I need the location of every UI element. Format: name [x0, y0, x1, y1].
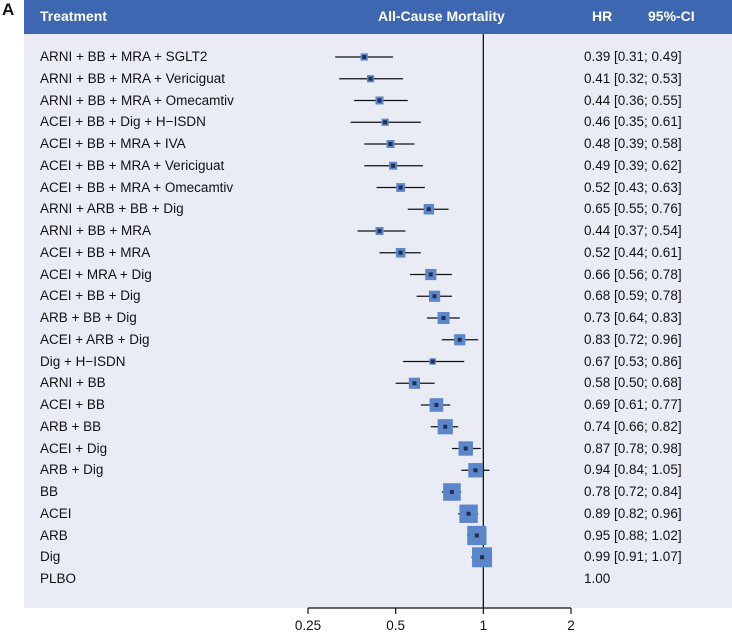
treatment-label: ARB — [40, 527, 68, 543]
treatment-label: ARNI + ARB + BB + Dig — [40, 201, 184, 217]
point-estimate — [466, 511, 471, 516]
point-estimate — [412, 381, 417, 386]
treatment-label: ACEI + BB + Dig — [40, 288, 141, 304]
point-estimate — [377, 98, 382, 103]
treatment-label: ARNI + BB + MRA — [40, 223, 152, 238]
hr-ci-value: 0.41 [0.32; 0.53] — [584, 70, 682, 86]
header-outcome: All-Cause Mortality — [378, 8, 505, 24]
treatment-label: Dig + H−ISDN — [40, 353, 126, 369]
hr-ci-value: 0.83 [0.72; 0.96] — [584, 331, 682, 347]
point-estimate — [473, 468, 478, 473]
point-estimate — [430, 359, 435, 364]
point-estimate — [368, 76, 373, 81]
x-tick-label: 0.25 — [294, 618, 322, 633]
point-estimate — [463, 446, 468, 451]
treatment-label: BB — [40, 484, 59, 499]
hr-ci-value: 0.48 [0.39; 0.58] — [584, 136, 682, 151]
hr-ci-value: 0.68 [0.59; 0.78] — [584, 288, 682, 304]
point-estimate — [432, 294, 437, 299]
point-estimate — [443, 424, 448, 429]
treatment-label: ACEI + BB + MRA + Vericiguat — [40, 157, 225, 173]
hr-ci-value: 0.94 [0.84; 1.05] — [584, 462, 682, 478]
treatment-label: ACEI + ARB + Dig — [40, 331, 150, 347]
point-estimate — [398, 250, 403, 255]
hr-ci-value: 0.58 [0.50; 0.68] — [584, 375, 682, 391]
hr-ci-value: 0.46 [0.35; 0.61] — [584, 114, 682, 130]
point-estimate — [457, 337, 462, 342]
hr-ci-value: 0.89 [0.82; 0.96] — [584, 505, 682, 521]
treatment-label: ACEI + MRA + Dig — [40, 266, 152, 282]
point-estimate — [362, 55, 367, 59]
point-estimate — [449, 490, 454, 494]
point-estimate — [377, 229, 382, 233]
hr-ci-value: 0.69 [0.61; 0.77] — [584, 397, 682, 412]
point-estimate — [480, 555, 485, 560]
hr-ci-value: 0.78 [0.72; 0.84] — [584, 484, 682, 499]
hr-ci-value: 0.44 [0.37; 0.54] — [584, 223, 682, 238]
point-estimate — [391, 163, 396, 168]
treatment-label: ACEI + BB + Dig + H−ISDN — [40, 114, 206, 130]
treatment-label: ARB + BB — [40, 418, 102, 434]
treatment-label: PLBO — [40, 571, 77, 586]
point-estimate — [383, 120, 388, 125]
point-estimate — [388, 142, 393, 146]
hr-ci-value: 0.52 [0.44; 0.61] — [584, 244, 682, 260]
header-treatment: Treatment — [40, 8, 107, 24]
table-header: Treatment All-Cause Mortality HR 95%-CI — [24, 0, 732, 34]
treatment-label: ARNI + BB + MRA + Vericiguat — [40, 70, 225, 86]
hr-ci-value: 1.00 — [584, 571, 611, 586]
x-tick-label: 1 — [479, 618, 488, 633]
hr-ci-value: 0.99 [0.91; 1.07] — [584, 549, 682, 565]
plot-background — [24, 34, 732, 608]
treatment-label: ARNI + BB + MRA + Omecamtiv — [40, 92, 234, 108]
hr-ci-value: 0.44 [0.36; 0.55] — [584, 92, 682, 108]
x-tick-label: 0.5 — [386, 618, 406, 633]
header-hr: HR — [592, 8, 613, 24]
hr-ci-value: 0.49 [0.39; 0.62] — [584, 157, 682, 173]
hr-ci-value: 0.66 [0.56; 0.78] — [584, 266, 682, 282]
hr-ci-value: 0.52 [0.43; 0.63] — [584, 179, 682, 195]
header-ci: 95%-CI — [648, 8, 695, 24]
point-estimate — [441, 316, 446, 320]
treatment-label: ACEI + BB + MRA + Omecamtiv — [40, 179, 234, 195]
treatment-label: ARB + Dig — [40, 462, 104, 478]
point-estimate — [474, 533, 479, 538]
hr-ci-value: 0.95 [0.88; 1.02] — [584, 527, 682, 543]
treatment-label: ACEI + Dig — [40, 440, 108, 456]
point-estimate — [434, 403, 439, 407]
hr-ci-value: 0.65 [0.55; 0.76] — [584, 201, 682, 217]
hr-ci-value: 0.39 [0.31; 0.49] — [584, 49, 682, 64]
treatment-label: ACEI + BB + MRA + IVA — [40, 136, 186, 151]
treatment-label: ACEI + BB + MRA — [40, 244, 151, 260]
treatment-label: ARNI + BB + MRA + SGLT2 — [40, 49, 208, 64]
panel-label: A — [2, 0, 15, 19]
hr-ci-value: 0.73 [0.64; 0.83] — [584, 310, 682, 325]
treatment-label: Dig — [40, 549, 61, 565]
hr-ci-value: 0.74 [0.66; 0.82] — [584, 418, 682, 434]
point-estimate — [426, 207, 431, 212]
treatment-label: ACEI + BB — [40, 397, 105, 412]
hr-ci-value: 0.67 [0.53; 0.86] — [584, 353, 682, 369]
treatment-label: ACEI — [40, 505, 72, 521]
point-estimate — [398, 185, 403, 190]
hr-ci-value: 0.87 [0.78; 0.98] — [584, 440, 682, 456]
point-estimate — [428, 272, 433, 277]
treatment-label: ARNI + BB — [40, 375, 106, 391]
x-tick-label: 2 — [567, 618, 575, 633]
treatment-label: ARB + BB + Dig — [40, 310, 137, 325]
